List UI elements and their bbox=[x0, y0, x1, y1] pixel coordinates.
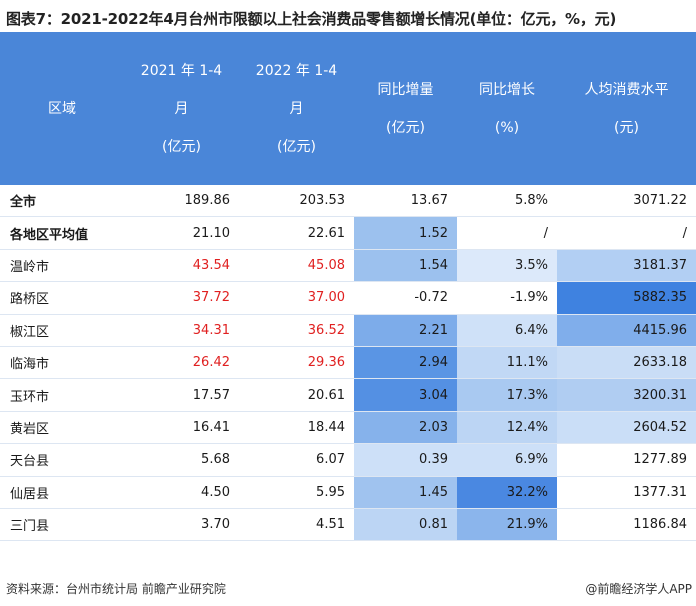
source-note: 资料来源：台州市统计局 前瞻产业研究院 bbox=[6, 582, 226, 596]
table-row: 临海市 26.42 29.36 2.94 11.1% 2633.18 bbox=[0, 346, 696, 380]
region-cell: 全市 bbox=[0, 185, 124, 218]
increase-cell: 0.81 bbox=[354, 508, 457, 542]
region-cell: 各地区平均值 bbox=[0, 216, 124, 250]
growth-cell: 3.5% bbox=[457, 249, 557, 283]
value-2022-cell: 22.61 bbox=[239, 216, 354, 250]
value-2022-cell: 20.61 bbox=[239, 378, 354, 412]
per-capita-cell: 5882.35 bbox=[557, 281, 696, 315]
increase-cell: 2.94 bbox=[354, 346, 457, 380]
data-table: 区域 2021 年 1-4 月 (亿元) 2022 年 1-4 月 (亿元) 同… bbox=[0, 32, 696, 542]
value-2021-cell: 43.54 bbox=[124, 249, 239, 283]
growth-cell: 32.2% bbox=[457, 476, 557, 509]
value-2021-cell: 34.31 bbox=[124, 314, 239, 347]
value-2021-cell: 189.86 bbox=[124, 185, 239, 218]
growth-cell: 6.9% bbox=[457, 443, 557, 477]
region-cell: 玉环市 bbox=[0, 378, 124, 412]
table-row: 温岭市 43.54 45.08 1.54 3.5% 3181.37 bbox=[0, 249, 696, 283]
increase-cell: 1.52 bbox=[354, 216, 457, 250]
header-region: 区域 bbox=[0, 32, 124, 185]
growth-cell: 17.3% bbox=[457, 378, 557, 412]
value-2021-cell: 5.68 bbox=[124, 443, 239, 477]
value-2021-cell: 37.72 bbox=[124, 281, 239, 315]
increase-cell: 13.67 bbox=[354, 185, 457, 218]
value-2022-cell: 29.36 bbox=[239, 346, 354, 380]
table-row: 三门县 3.70 4.51 0.81 21.9% 1186.84 bbox=[0, 508, 696, 542]
region-cell: 天台县 bbox=[0, 443, 124, 477]
increase-cell: 1.54 bbox=[354, 249, 457, 283]
table-row: 各地区平均值 21.10 22.61 1.52// bbox=[0, 216, 696, 250]
growth-cell: 6.4% bbox=[457, 314, 557, 347]
per-capita-cell: 4415.96 bbox=[557, 314, 696, 347]
region-cell: 路桥区 bbox=[0, 281, 124, 315]
table-header-row: 区域 2021 年 1-4 月 (亿元) 2022 年 1-4 月 (亿元) 同… bbox=[0, 32, 696, 185]
table-row: 黄岩区 16.41 18.44 2.03 12.4% 2604.52 bbox=[0, 411, 696, 445]
value-2021-cell: 26.42 bbox=[124, 346, 239, 380]
value-2021-cell: 17.57 bbox=[124, 378, 239, 412]
table-row: 椒江区 34.31 36.52 2.21 6.4% 4415.96 bbox=[0, 314, 696, 347]
table-row: 玉环市 17.57 20.61 3.04 17.3% 3200.31 bbox=[0, 378, 696, 412]
increase-cell: 2.03 bbox=[354, 411, 457, 445]
table-row: 仙居县 4.50 5.95 1.45 32.2% 1377.31 bbox=[0, 476, 696, 509]
per-capita-cell: 3200.31 bbox=[557, 378, 696, 412]
increase-cell: 1.45 bbox=[354, 476, 457, 509]
per-capita-cell: 1277.89 bbox=[557, 443, 696, 477]
per-capita-cell: 2633.18 bbox=[557, 346, 696, 380]
header-growth: 同比增长 (%) bbox=[457, 32, 557, 185]
region-cell: 椒江区 bbox=[0, 314, 124, 347]
per-capita-cell: 1377.31 bbox=[557, 476, 696, 509]
increase-cell: -0.72 bbox=[354, 281, 457, 315]
header-per-capita: 人均消费水平 (元) bbox=[557, 32, 696, 185]
table-row: 全市 189.86 203.53 13.67 5.8% 3071.22 bbox=[0, 185, 696, 218]
region-cell: 临海市 bbox=[0, 346, 124, 380]
per-capita-cell: 3071.22 bbox=[557, 185, 696, 218]
growth-cell: 21.9% bbox=[457, 508, 557, 542]
header-increase: 同比增量 (亿元) bbox=[354, 32, 457, 185]
growth-cell: / bbox=[457, 216, 557, 250]
increase-cell: 2.21 bbox=[354, 314, 457, 347]
table-row: 天台县 5.68 6.07 0.39 6.9% 1277.89 bbox=[0, 443, 696, 477]
growth-cell: 11.1% bbox=[457, 346, 557, 380]
growth-cell: 5.8% bbox=[457, 185, 557, 218]
value-2022-cell: 6.07 bbox=[239, 443, 354, 477]
header-2022: 2022 年 1-4 月 (亿元) bbox=[239, 32, 354, 185]
region-cell: 仙居县 bbox=[0, 476, 124, 509]
growth-cell: -1.9% bbox=[457, 281, 557, 315]
value-2021-cell: 16.41 bbox=[124, 411, 239, 445]
value-2021-cell: 3.70 bbox=[124, 508, 239, 542]
value-2022-cell: 45.08 bbox=[239, 249, 354, 283]
brand-label: @前瞻经济学人APP bbox=[585, 582, 692, 596]
region-cell: 三门县 bbox=[0, 508, 124, 542]
value-2021-cell: 21.10 bbox=[124, 216, 239, 250]
chart-title: 图表7：2021-2022年4月台州市限额以上社会消费品零售额增长情况(单位：亿… bbox=[6, 10, 617, 28]
per-capita-cell: 2604.52 bbox=[557, 411, 696, 445]
header-2021: 2021 年 1-4 月 (亿元) bbox=[124, 32, 239, 185]
per-capita-cell: 3181.37 bbox=[557, 249, 696, 283]
per-capita-cell: / bbox=[557, 216, 696, 250]
growth-cell: 12.4% bbox=[457, 411, 557, 445]
region-cell: 温岭市 bbox=[0, 249, 124, 283]
value-2022-cell: 4.51 bbox=[239, 508, 354, 542]
footer: 资料来源：台州市统计局 前瞻产业研究院 @前瞻经济学人APP bbox=[6, 580, 692, 597]
region-cell: 黄岩区 bbox=[0, 411, 124, 445]
value-2022-cell: 203.53 bbox=[239, 185, 354, 218]
increase-cell: 3.04 bbox=[354, 378, 457, 412]
table-row: 路桥区 37.72 37.00 -0.72 -1.9% 5882.35 bbox=[0, 281, 696, 315]
value-2022-cell: 5.95 bbox=[239, 476, 354, 509]
value-2022-cell: 36.52 bbox=[239, 314, 354, 347]
value-2022-cell: 37.00 bbox=[239, 281, 354, 315]
increase-cell: 0.39 bbox=[354, 443, 457, 477]
per-capita-cell: 1186.84 bbox=[557, 508, 696, 542]
value-2021-cell: 4.50 bbox=[124, 476, 239, 509]
value-2022-cell: 18.44 bbox=[239, 411, 354, 445]
